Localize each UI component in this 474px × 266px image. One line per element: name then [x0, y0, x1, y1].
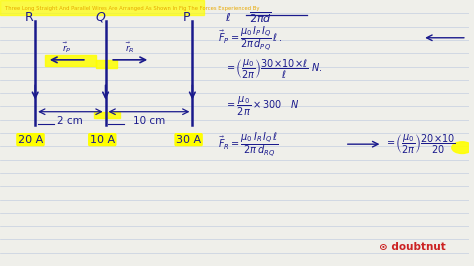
Text: $=\!\left(\dfrac{\mu_0}{2\pi}\right)\dfrac{30\!\times\!10\!\times\!\ell}{\ell}\ : $=\!\left(\dfrac{\mu_0}{2\pi}\right)\dfr…: [225, 58, 323, 81]
Text: $\ell$: $\ell$: [225, 11, 231, 23]
Text: 10 A: 10 A: [90, 135, 115, 145]
Bar: [45, 55, 96, 66]
Text: $\vec{F}_P = \dfrac{\mu_0\,I_P\,I_Q}{2\pi\,d_{PQ}}\,\ell\,.$: $\vec{F}_P = \dfrac{\mu_0\,I_P\,I_Q}{2\p…: [218, 24, 283, 53]
Text: R: R: [25, 11, 34, 24]
Text: ⊙ doubtnut: ⊙ doubtnut: [380, 242, 446, 252]
Text: $=\dfrac{\mu_0}{2\pi}\times 300\quad N$: $=\dfrac{\mu_0}{2\pi}\times 300\quad N$: [225, 95, 300, 118]
Text: 20 A: 20 A: [18, 135, 43, 145]
Text: 2 cm: 2 cm: [57, 116, 83, 126]
Text: $=\!\left(\dfrac{\mu_0}{2\pi}\right)\dfrac{20\!\times\!10}{20}$: $=\!\left(\dfrac{\mu_0}{2\pi}\right)\dfr…: [385, 134, 456, 156]
Text: Q: Q: [95, 11, 105, 24]
Text: P: P: [182, 11, 190, 24]
Text: Three Long Straight And Parallel Wires Are Arranged As Shown In Fig The Forces E: Three Long Straight And Parallel Wires A…: [5, 6, 259, 11]
Bar: [94, 112, 119, 118]
Text: $\vec{r}_P$: $\vec{r}_P$: [62, 40, 72, 55]
Bar: [96, 60, 117, 68]
Text: 30 A: 30 A: [176, 135, 201, 145]
Text: $\overline{2\pi d}$: $\overline{2\pi d}$: [249, 10, 272, 25]
Text: $\vec{r}_R$: $\vec{r}_R$: [125, 40, 135, 55]
Text: $\vec{F}_R = \dfrac{\mu_0\,I_R\,I_Q\,\ell}{2\pi\,d_{RQ}}$: $\vec{F}_R = \dfrac{\mu_0\,I_R\,I_Q\,\el…: [218, 131, 279, 159]
Text: 10 cm: 10 cm: [133, 116, 165, 126]
Bar: [0, 0, 204, 15]
Circle shape: [452, 142, 473, 153]
